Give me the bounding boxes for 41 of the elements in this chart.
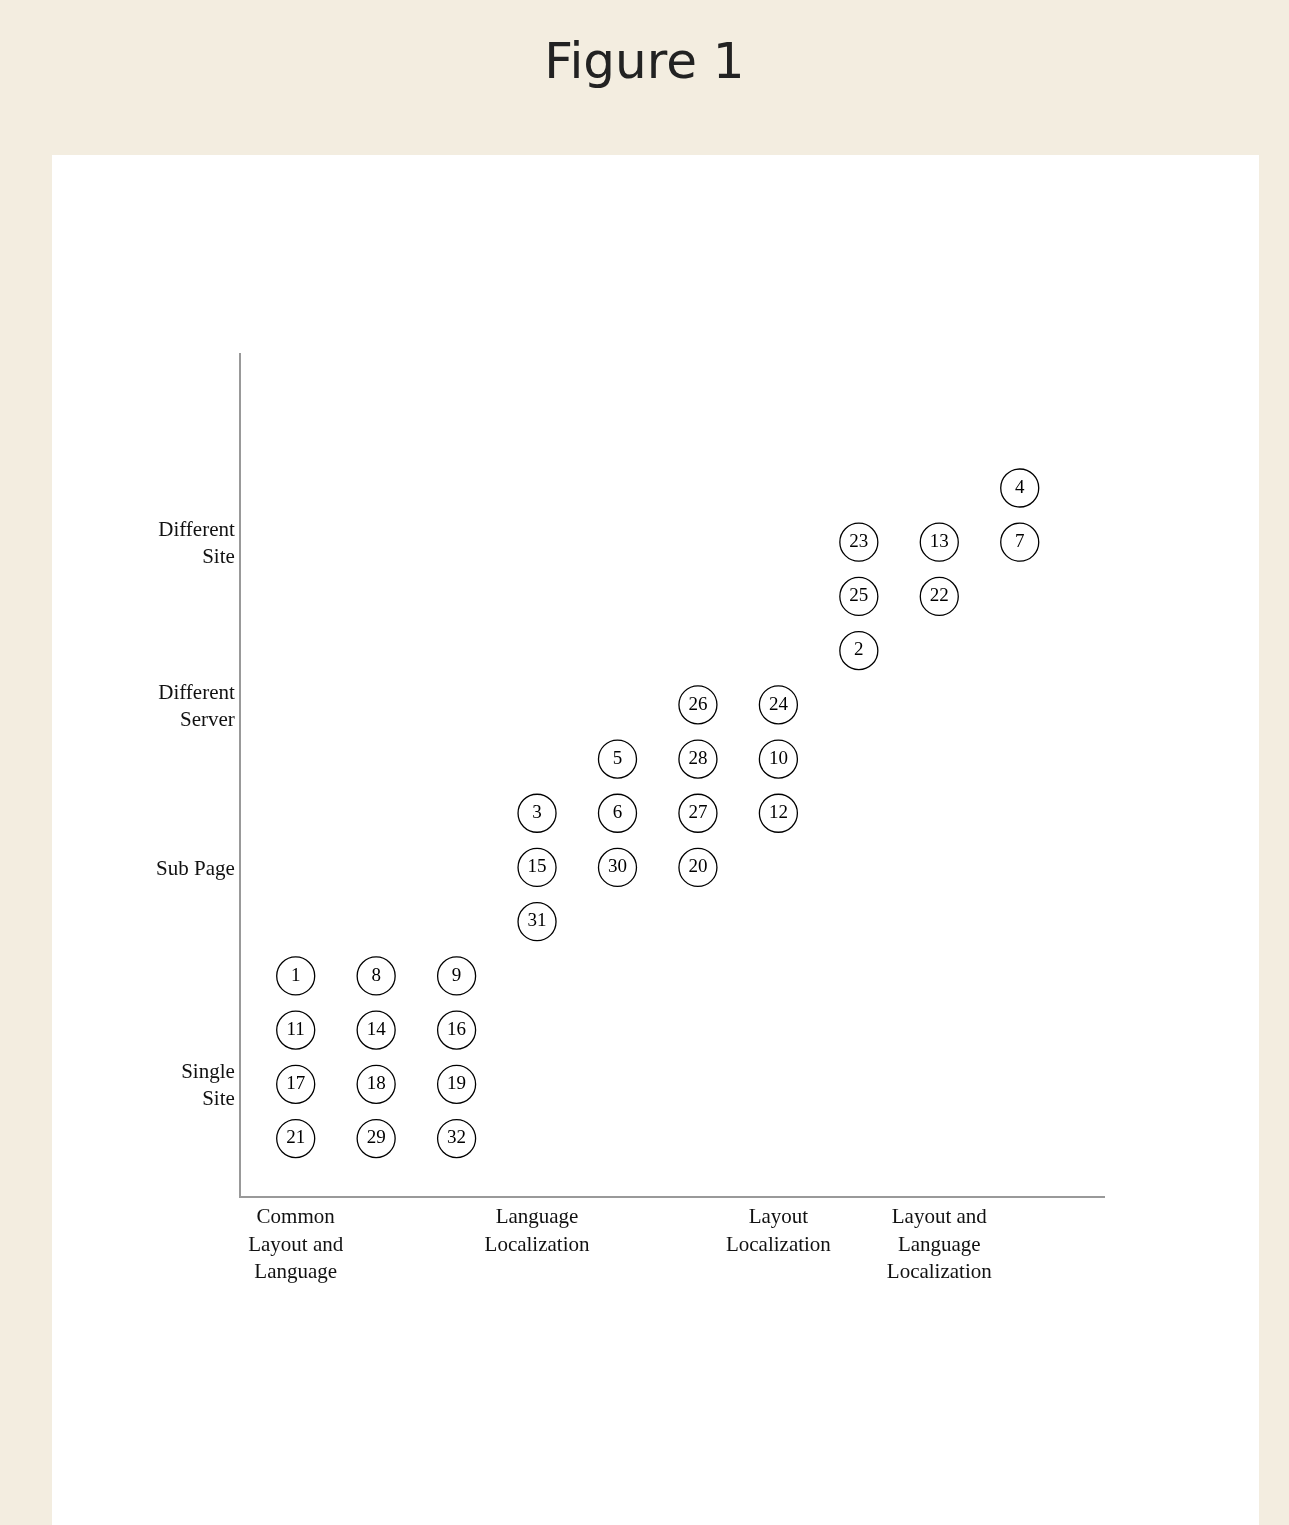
data-label: 26 (688, 692, 708, 714)
data-label: 17 (286, 1072, 306, 1094)
data-label: 30 (607, 855, 627, 877)
data-label: 15 (527, 855, 547, 877)
data-label: 21 (286, 1126, 306, 1148)
x-tick-label: Layout and Language Localization (886, 1204, 993, 1283)
y-tick-label: Different Site (158, 516, 235, 569)
data-label: 6 (612, 801, 623, 823)
data-label: 24 (768, 692, 789, 714)
data-label: 19 (447, 1072, 467, 1094)
data-label: 22 (929, 584, 949, 606)
data-label: 3 (532, 801, 542, 823)
x-tick-label: Layout Localization (725, 1204, 832, 1256)
data-label: 5 (612, 746, 623, 768)
y-tick-label: Sub Page (156, 855, 235, 880)
y-tick-label: Different Server (158, 679, 235, 731)
data-label: 18 (366, 1072, 386, 1094)
chart-title: Figure 1 (544, 31, 745, 90)
data-label: 20 (688, 855, 708, 877)
x-tick-label: Language Localization (484, 1204, 591, 1256)
data-label: 31 (527, 909, 547, 931)
data-label: 1 (290, 963, 301, 985)
y-tick-label: Single Site (181, 1059, 235, 1111)
data-label: 8 (371, 963, 381, 985)
data-label: 7 (1014, 529, 1025, 551)
data-label: 13 (929, 529, 949, 551)
data-label: 29 (366, 1126, 386, 1148)
data-label: 10 (768, 746, 788, 768)
data-label: 28 (688, 746, 708, 768)
data-label: 27 (688, 801, 708, 823)
data-label: 4 (1014, 475, 1025, 497)
data-label: 16 (447, 1017, 467, 1039)
data-label: 12 (768, 801, 788, 823)
data-label: 25 (849, 584, 869, 606)
data-label: 14 (366, 1017, 387, 1039)
data-label: 32 (447, 1126, 467, 1148)
data-label: 2 (854, 638, 864, 660)
data-label: 11 (286, 1017, 305, 1039)
x-tick-label: Common Layout and Language (248, 1204, 344, 1283)
data-label: 23 (849, 529, 869, 551)
data-label: 9 (451, 963, 462, 985)
